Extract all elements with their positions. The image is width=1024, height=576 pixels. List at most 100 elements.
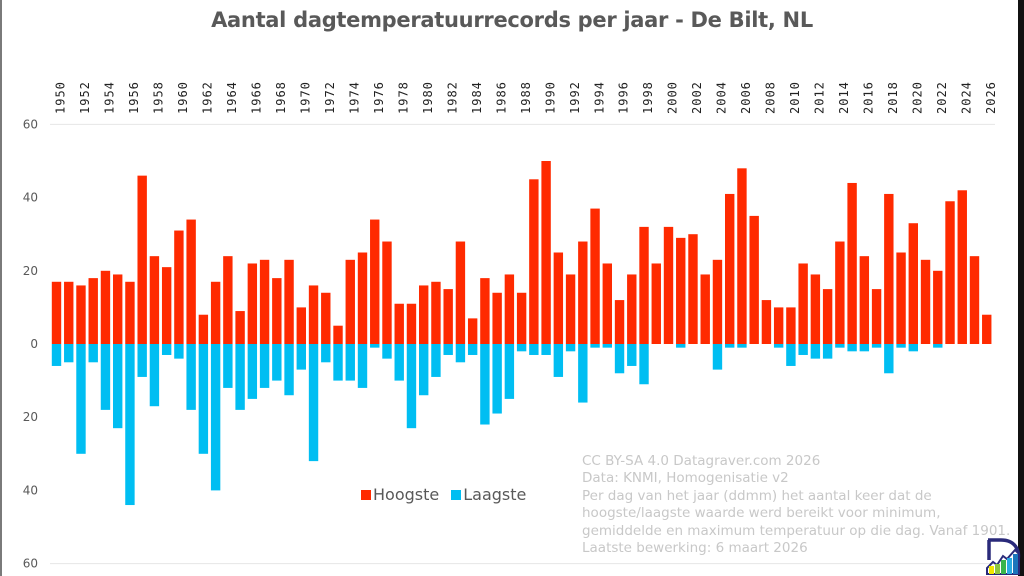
chart-title: Aantal dagtemperatuurrecords per jaar - … [211, 8, 813, 32]
x-tick-label: 1988 [519, 81, 533, 114]
x-tick-label: 2012 [813, 81, 827, 114]
x-tick-label: 1956 [127, 81, 141, 114]
x-tick-label: 1980 [421, 81, 435, 114]
bar-hoogste-1995 [602, 263, 612, 344]
x-tick-label: 2016 [862, 81, 876, 114]
x-tick-label: 1998 [641, 81, 655, 114]
bar-laagste-1967 [259, 344, 270, 388]
annotation-line-desc-3: gemiddelde en maximum temperatuur op die… [582, 522, 1011, 539]
bar-laagste-1983 [455, 344, 466, 363]
y-tick-label: 40 [23, 483, 38, 497]
bar-laagste-1968 [272, 344, 282, 381]
bar-laagste-2015 [847, 344, 857, 352]
bar-laagste-2005 [725, 344, 735, 348]
bar-laagste-1991 [553, 344, 564, 377]
bar-laagste-1959 [161, 344, 172, 355]
legend-item-laagste: Laagste [451, 485, 526, 504]
bar-laagste-1969 [284, 344, 294, 396]
bar-hoogste-1977 [382, 241, 392, 344]
bar-laagste-1977 [382, 344, 392, 359]
gridlines [50, 123, 995, 565]
bar-hoogste-1963 [210, 281, 221, 344]
bar-laagste-2022 [933, 344, 943, 348]
annotation-line-desc-2: hoogste/laagste waarde werd bereikt voor… [582, 505, 941, 522]
legend-item-hoogste: Hoogste [361, 485, 439, 504]
bar-hoogste-2019 [896, 252, 906, 344]
bar-hoogste-2006 [737, 168, 747, 344]
bar-hoogste-1972 [321, 292, 331, 344]
bar-laagste-2009 [773, 344, 784, 348]
x-tick-label: 2022 [935, 81, 949, 114]
bar-hoogste-1971 [308, 285, 319, 344]
x-tick-label: 1984 [470, 81, 484, 114]
bar-laagste-1962 [198, 344, 209, 454]
bar-hoogste-1980 [419, 285, 429, 344]
bar-hoogste-1996 [614, 300, 625, 344]
bar-hoogste-1970 [296, 307, 306, 344]
bar-hoogste-2009 [773, 307, 784, 344]
bar-laagste-2019 [896, 344, 906, 348]
bar-laagste-2016 [859, 344, 870, 352]
bar-laagste-1997 [627, 344, 637, 366]
frame-border-right [1018, 0, 1024, 576]
x-tick-label: 1994 [592, 81, 606, 114]
frame-border-left [0, 0, 2, 576]
legend-swatch-hoogste [361, 489, 371, 500]
bar-laagste-1995 [602, 344, 612, 348]
bar-laagste-1984 [467, 344, 478, 355]
bar-hoogste-2025 [969, 256, 980, 344]
y-axis: 60 40 20 0 20 40 60 [23, 117, 38, 570]
bar-hoogste-2011 [798, 263, 808, 344]
bar-hoogste-2008 [761, 300, 772, 344]
bar-hoogste-2010 [786, 307, 796, 344]
bar-laagste-1993 [578, 344, 588, 403]
bar-hoogste-1978 [394, 303, 404, 344]
bar-laagste-2001 [676, 344, 686, 348]
bar-laagste-1954 [100, 344, 111, 410]
bar-hoogste-1983 [455, 241, 466, 344]
bar-hoogste-2013 [822, 289, 833, 344]
bar-hoogste-2005 [725, 193, 735, 344]
bar-laagste-1978 [394, 344, 404, 381]
bar-laagste-1972 [321, 344, 331, 363]
bar-hoogste-1987 [504, 274, 515, 344]
bar-hoogste-1975 [357, 252, 368, 344]
bar-laagste-2013 [822, 344, 833, 359]
x-tick-label: 1964 [225, 81, 239, 114]
legend-label-laagste: Laagste [463, 485, 527, 504]
x-tick-label: 2014 [837, 81, 851, 114]
bar-laagste-1970 [296, 344, 306, 370]
x-tick-label: 1950 [54, 81, 68, 114]
bar-hoogste-2018 [884, 193, 894, 344]
series-hoogste [51, 161, 992, 344]
bar-hoogste-1968 [272, 278, 282, 344]
bar-hoogste-1967 [259, 259, 270, 344]
bar-laagste-1953 [88, 344, 98, 363]
bar-hoogste-1974 [345, 259, 355, 344]
bar-laagste-1985 [480, 344, 490, 425]
bar-hoogste-1976 [370, 219, 380, 344]
bar-hoogste-1990 [541, 161, 551, 344]
bar-hoogste-1954 [100, 270, 111, 344]
bar-hoogste-2020 [908, 223, 918, 344]
bar-hoogste-2017 [871, 289, 882, 344]
bar-hoogste-2000 [663, 226, 674, 344]
bar-hoogste-1979 [406, 303, 417, 344]
y-tick-label: 60 [23, 557, 38, 571]
y-tick-label: 0 [30, 337, 38, 351]
x-tick-label: 1970 [299, 81, 313, 114]
bar-laagste-1992 [565, 344, 576, 352]
x-tick-label: 1954 [103, 81, 117, 114]
bar-hoogste-1965 [235, 311, 245, 344]
bar-hoogste-1993 [578, 241, 588, 344]
source-annotation: CC BY-SA 4.0 Datagraver.com 2026 Data: K… [582, 453, 1010, 557]
x-tick-label: 1966 [250, 81, 264, 114]
bar-hoogste-1969 [284, 259, 294, 344]
bar-hoogste-1964 [223, 256, 233, 344]
bar-hoogste-2021 [920, 259, 931, 344]
bar-laagste-2020 [908, 344, 918, 352]
x-tick-label: 1992 [568, 81, 582, 114]
x-tick-label: 2008 [764, 81, 778, 114]
x-tick-label: 1968 [274, 81, 288, 114]
legend-swatch-laagste [451, 489, 462, 500]
